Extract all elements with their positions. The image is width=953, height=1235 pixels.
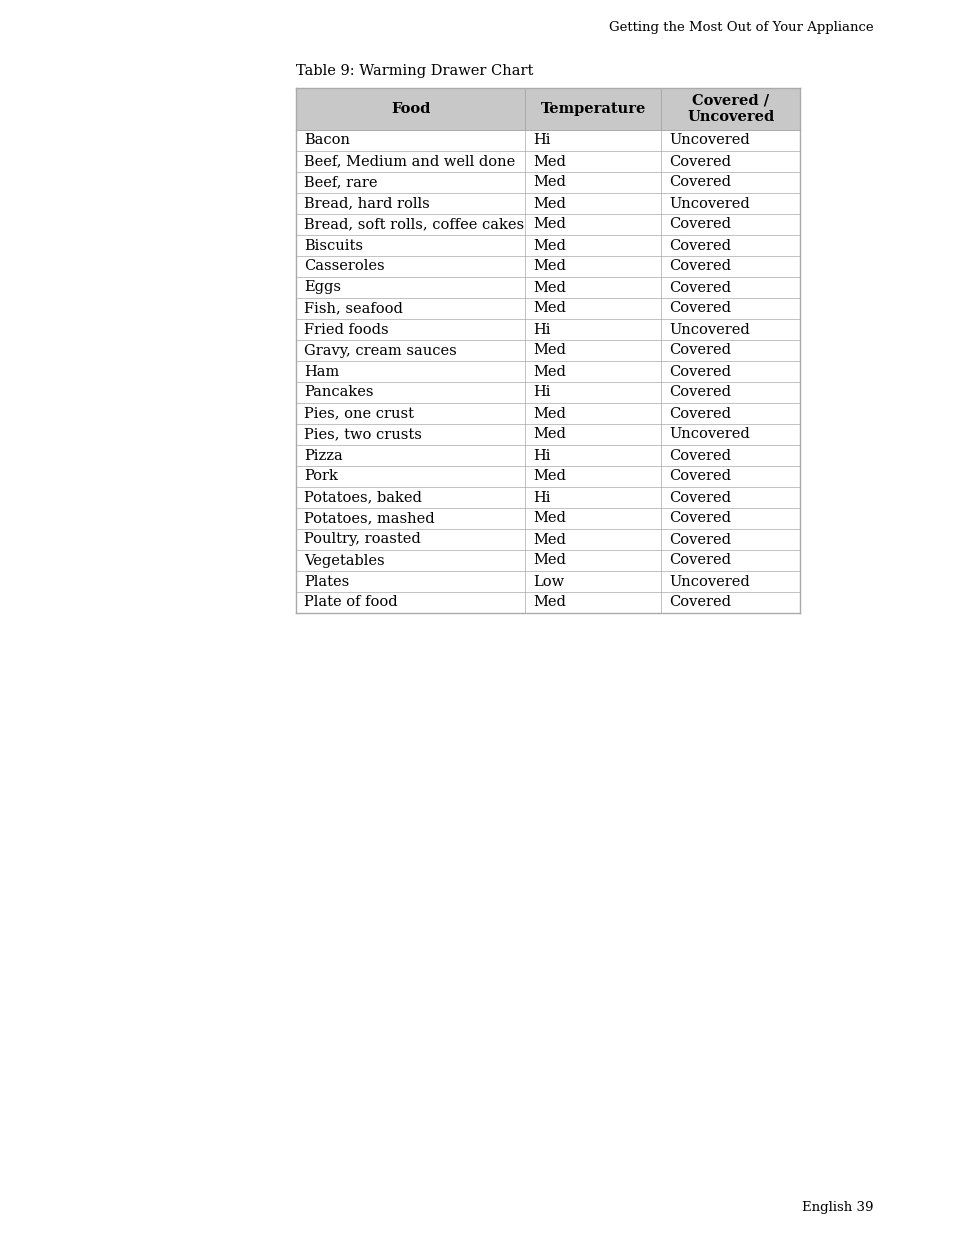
Text: Covered: Covered <box>669 154 731 168</box>
Text: Gravy, cream sauces: Gravy, cream sauces <box>304 343 456 357</box>
Text: Plate of food: Plate of food <box>304 595 397 610</box>
Text: Potatoes, baked: Potatoes, baked <box>304 490 421 505</box>
Text: Fish, seafood: Fish, seafood <box>304 301 402 315</box>
Text: Bacon: Bacon <box>304 133 350 147</box>
Text: Covered: Covered <box>669 532 731 547</box>
Text: Uncovered: Uncovered <box>669 574 749 589</box>
Text: Uncovered: Uncovered <box>669 322 749 336</box>
Text: Covered: Covered <box>669 301 731 315</box>
Text: Pork: Pork <box>304 469 337 483</box>
Text: Hi: Hi <box>533 133 550 147</box>
Text: Covered: Covered <box>669 469 731 483</box>
Text: Med: Med <box>533 238 565 252</box>
Text: Casseroles: Casseroles <box>304 259 384 273</box>
Bar <box>295 88 800 130</box>
Text: Pies, one crust: Pies, one crust <box>304 406 414 420</box>
Text: Covered: Covered <box>669 385 731 399</box>
Text: Med: Med <box>533 154 565 168</box>
Text: Covered: Covered <box>669 259 731 273</box>
Text: Covered: Covered <box>669 343 731 357</box>
Text: Poultry, roasted: Poultry, roasted <box>304 532 420 547</box>
Text: Hi: Hi <box>533 385 550 399</box>
Text: Potatoes, mashed: Potatoes, mashed <box>304 511 435 526</box>
Text: Covered: Covered <box>669 595 731 610</box>
Text: Pancakes: Pancakes <box>304 385 374 399</box>
Text: Low: Low <box>533 574 564 589</box>
Text: Med: Med <box>533 532 565 547</box>
Text: Hi: Hi <box>533 322 550 336</box>
Text: Med: Med <box>533 196 565 210</box>
Text: Covered: Covered <box>669 217 731 231</box>
Text: Covered: Covered <box>669 448 731 462</box>
Text: Table 9: Warming Drawer Chart: Table 9: Warming Drawer Chart <box>295 64 533 78</box>
Text: Med: Med <box>533 406 565 420</box>
Text: Food: Food <box>391 103 430 116</box>
Text: Med: Med <box>533 280 565 294</box>
Text: Covered /
Uncovered: Covered / Uncovered <box>686 94 774 124</box>
Text: Med: Med <box>533 469 565 483</box>
Text: English 39: English 39 <box>801 1200 873 1214</box>
Text: Beef, Medium and well done: Beef, Medium and well done <box>304 154 515 168</box>
Text: Bread, soft rolls, coffee cakes: Bread, soft rolls, coffee cakes <box>304 217 523 231</box>
Text: Ham: Ham <box>304 364 339 378</box>
Text: Uncovered: Uncovered <box>669 133 749 147</box>
Text: Beef, rare: Beef, rare <box>304 175 377 189</box>
Text: Hi: Hi <box>533 490 550 505</box>
Text: Covered: Covered <box>669 280 731 294</box>
Text: Med: Med <box>533 217 565 231</box>
Text: Med: Med <box>533 175 565 189</box>
Text: Uncovered: Uncovered <box>669 196 749 210</box>
Text: Covered: Covered <box>669 364 731 378</box>
Text: Covered: Covered <box>669 175 731 189</box>
Text: Covered: Covered <box>669 238 731 252</box>
Text: Vegetables: Vegetables <box>304 553 384 568</box>
Text: Pizza: Pizza <box>304 448 342 462</box>
Text: Bread, hard rolls: Bread, hard rolls <box>304 196 429 210</box>
Text: Med: Med <box>533 595 565 610</box>
Text: Covered: Covered <box>669 406 731 420</box>
Text: Pies, two crusts: Pies, two crusts <box>304 427 421 441</box>
Text: Getting the Most Out of Your Appliance: Getting the Most Out of Your Appliance <box>609 21 873 35</box>
Text: Covered: Covered <box>669 511 731 526</box>
Text: Covered: Covered <box>669 553 731 568</box>
Text: Med: Med <box>533 511 565 526</box>
Text: Med: Med <box>533 364 565 378</box>
Text: Eggs: Eggs <box>304 280 340 294</box>
Text: Med: Med <box>533 301 565 315</box>
Text: Med: Med <box>533 259 565 273</box>
Text: Plates: Plates <box>304 574 349 589</box>
Text: Uncovered: Uncovered <box>669 427 749 441</box>
Text: Biscuits: Biscuits <box>304 238 363 252</box>
Text: Fried foods: Fried foods <box>304 322 388 336</box>
Text: Med: Med <box>533 553 565 568</box>
Text: Hi: Hi <box>533 448 550 462</box>
Text: Covered: Covered <box>669 490 731 505</box>
Text: Temperature: Temperature <box>540 103 645 116</box>
Text: Med: Med <box>533 343 565 357</box>
Text: Med: Med <box>533 427 565 441</box>
